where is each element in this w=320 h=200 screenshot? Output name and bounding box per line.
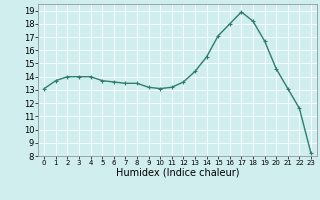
X-axis label: Humidex (Indice chaleur): Humidex (Indice chaleur) bbox=[116, 168, 239, 178]
